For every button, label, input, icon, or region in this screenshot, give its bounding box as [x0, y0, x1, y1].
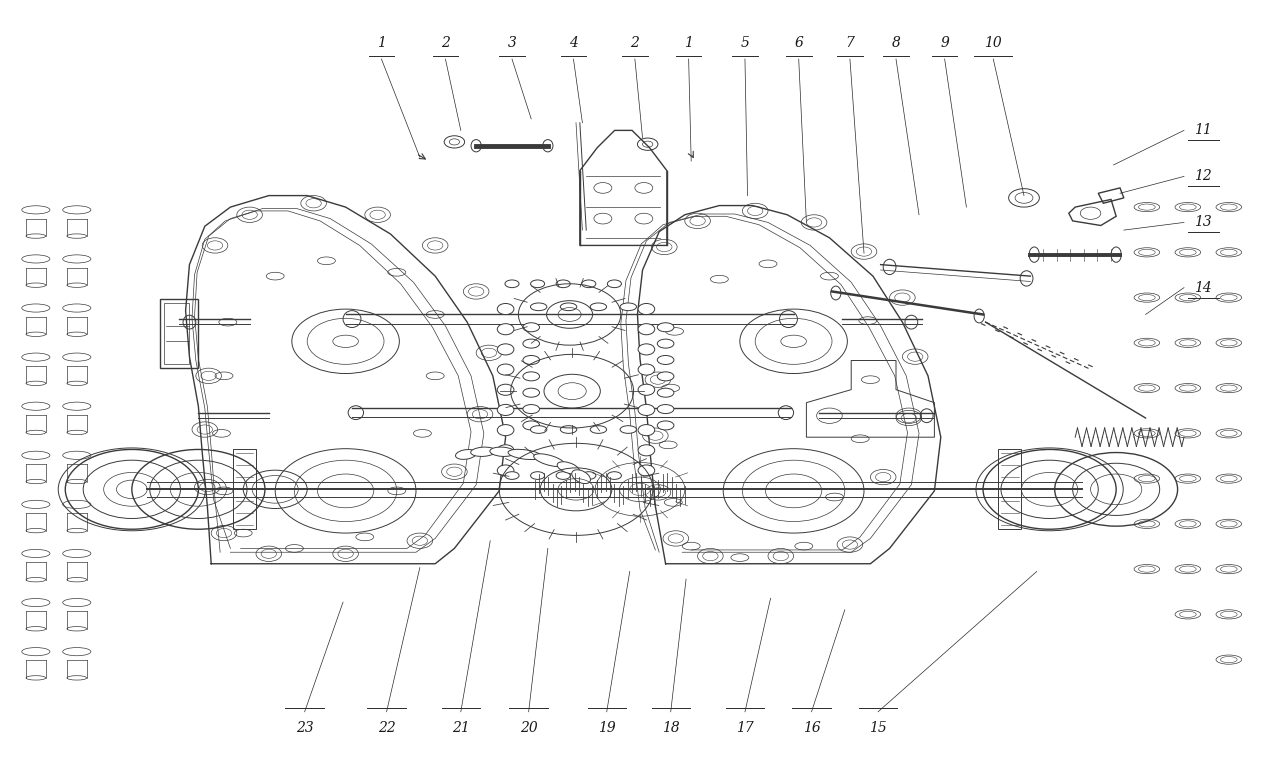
Ellipse shape	[637, 364, 655, 375]
Ellipse shape	[504, 280, 520, 288]
Ellipse shape	[582, 472, 596, 479]
Ellipse shape	[658, 388, 675, 397]
Ellipse shape	[620, 303, 636, 311]
Ellipse shape	[658, 339, 675, 348]
Text: 22: 22	[378, 721, 396, 735]
Ellipse shape	[658, 355, 675, 364]
Ellipse shape	[582, 280, 596, 288]
Ellipse shape	[498, 384, 515, 395]
Text: 21: 21	[452, 721, 470, 735]
Ellipse shape	[590, 303, 607, 311]
Ellipse shape	[522, 339, 540, 348]
Text: 8: 8	[892, 36, 900, 50]
Ellipse shape	[637, 465, 655, 476]
Ellipse shape	[522, 388, 540, 397]
Ellipse shape	[658, 404, 675, 413]
Ellipse shape	[530, 426, 547, 433]
Ellipse shape	[531, 280, 545, 288]
Ellipse shape	[561, 303, 577, 311]
Ellipse shape	[498, 364, 515, 375]
Ellipse shape	[530, 303, 547, 311]
Text: 4: 4	[570, 36, 577, 50]
Ellipse shape	[572, 469, 590, 484]
Ellipse shape	[557, 280, 571, 288]
Text: 15: 15	[869, 721, 887, 735]
Text: 2: 2	[442, 36, 449, 50]
Ellipse shape	[637, 404, 655, 416]
Ellipse shape	[531, 472, 545, 479]
Ellipse shape	[658, 372, 675, 381]
Ellipse shape	[498, 344, 515, 355]
Text: 14: 14	[1194, 281, 1212, 295]
Text: 12: 12	[1194, 170, 1212, 183]
Ellipse shape	[608, 472, 622, 479]
Ellipse shape	[508, 449, 541, 459]
Ellipse shape	[522, 372, 540, 381]
Text: 18: 18	[662, 721, 680, 735]
Ellipse shape	[498, 404, 515, 416]
Text: 17: 17	[736, 721, 754, 735]
Text: 7: 7	[846, 36, 854, 50]
Text: 11: 11	[1194, 123, 1212, 137]
Ellipse shape	[561, 426, 577, 433]
Text: 6: 6	[795, 36, 803, 50]
Ellipse shape	[620, 426, 636, 433]
Ellipse shape	[658, 421, 675, 430]
Ellipse shape	[522, 421, 540, 430]
Text: 5: 5	[741, 36, 749, 50]
Ellipse shape	[498, 324, 515, 334]
Ellipse shape	[504, 472, 520, 479]
Text: 9: 9	[941, 36, 948, 50]
Ellipse shape	[608, 280, 622, 288]
Text: 2: 2	[631, 36, 639, 50]
Ellipse shape	[456, 449, 476, 459]
Ellipse shape	[522, 404, 540, 413]
Ellipse shape	[498, 445, 515, 456]
Text: 3: 3	[508, 36, 516, 50]
Ellipse shape	[490, 447, 515, 456]
Ellipse shape	[637, 304, 655, 314]
Ellipse shape	[534, 454, 564, 466]
Text: 10: 10	[984, 36, 1002, 50]
Ellipse shape	[637, 445, 655, 456]
Text: 13: 13	[1194, 216, 1212, 229]
Ellipse shape	[637, 324, 655, 334]
Text: 23: 23	[296, 721, 314, 735]
Ellipse shape	[557, 472, 571, 479]
Ellipse shape	[590, 426, 607, 433]
Ellipse shape	[637, 425, 655, 436]
Ellipse shape	[658, 323, 675, 332]
Ellipse shape	[522, 355, 540, 364]
Ellipse shape	[557, 462, 580, 474]
Ellipse shape	[637, 344, 655, 355]
Ellipse shape	[471, 447, 495, 456]
Text: 1: 1	[685, 36, 692, 50]
Text: 19: 19	[598, 721, 616, 735]
Text: 20: 20	[520, 721, 538, 735]
Ellipse shape	[637, 384, 655, 395]
Ellipse shape	[498, 425, 515, 436]
Ellipse shape	[522, 323, 540, 332]
Text: 16: 16	[803, 721, 820, 735]
Ellipse shape	[498, 304, 515, 314]
Text: 1: 1	[378, 36, 385, 50]
Ellipse shape	[498, 465, 515, 476]
